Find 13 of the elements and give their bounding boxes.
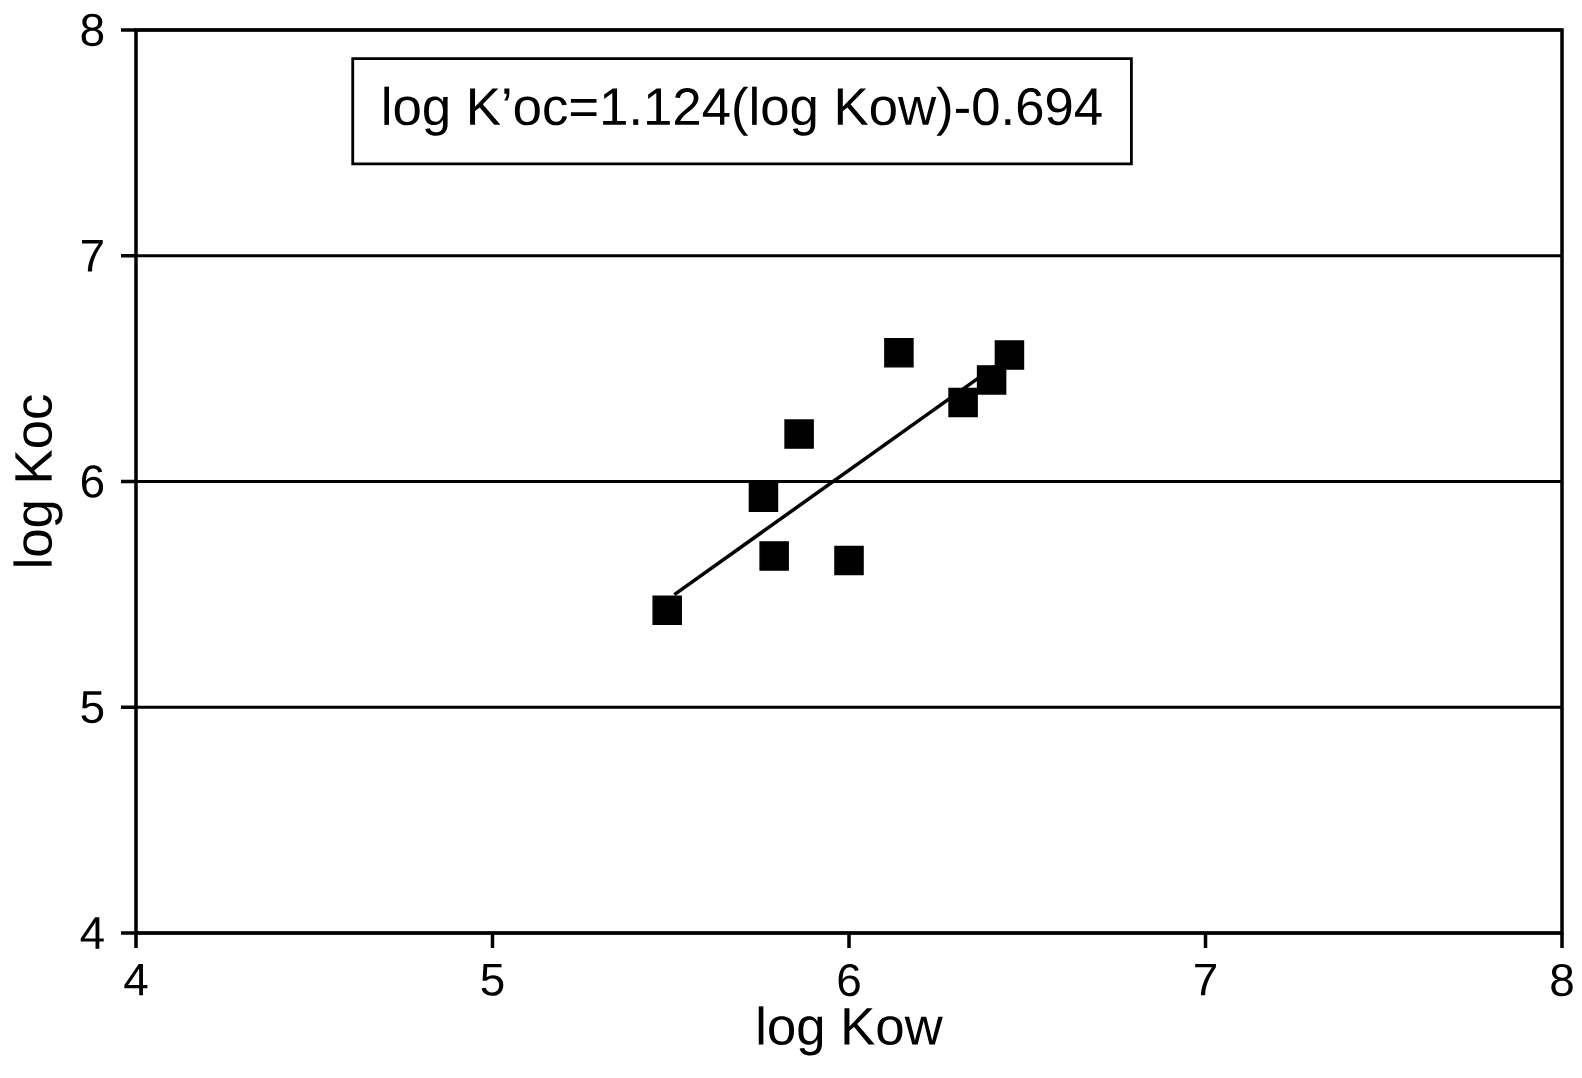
x-tick-label: 5	[481, 963, 504, 996]
x-tick-label: 4	[124, 963, 148, 996]
y-axis-title: log Koc	[13, 395, 63, 566]
y-tick-label: 5	[81, 691, 104, 724]
y-tick-label: 6	[81, 465, 104, 498]
y-tick-label: 7	[82, 240, 103, 272]
y-tick-label: 8	[81, 13, 104, 47]
y-tick-label: 4	[80, 917, 104, 949]
x-tick-label: 7	[1195, 963, 1216, 996]
x-tick-label: 8	[1551, 963, 1573, 997]
x-tick-label: 6	[838, 963, 860, 997]
x-axis-title: log Kow	[758, 1006, 943, 1056]
annotation: log K’oc=1.124(log Kow)-0.694	[384, 86, 1102, 136]
